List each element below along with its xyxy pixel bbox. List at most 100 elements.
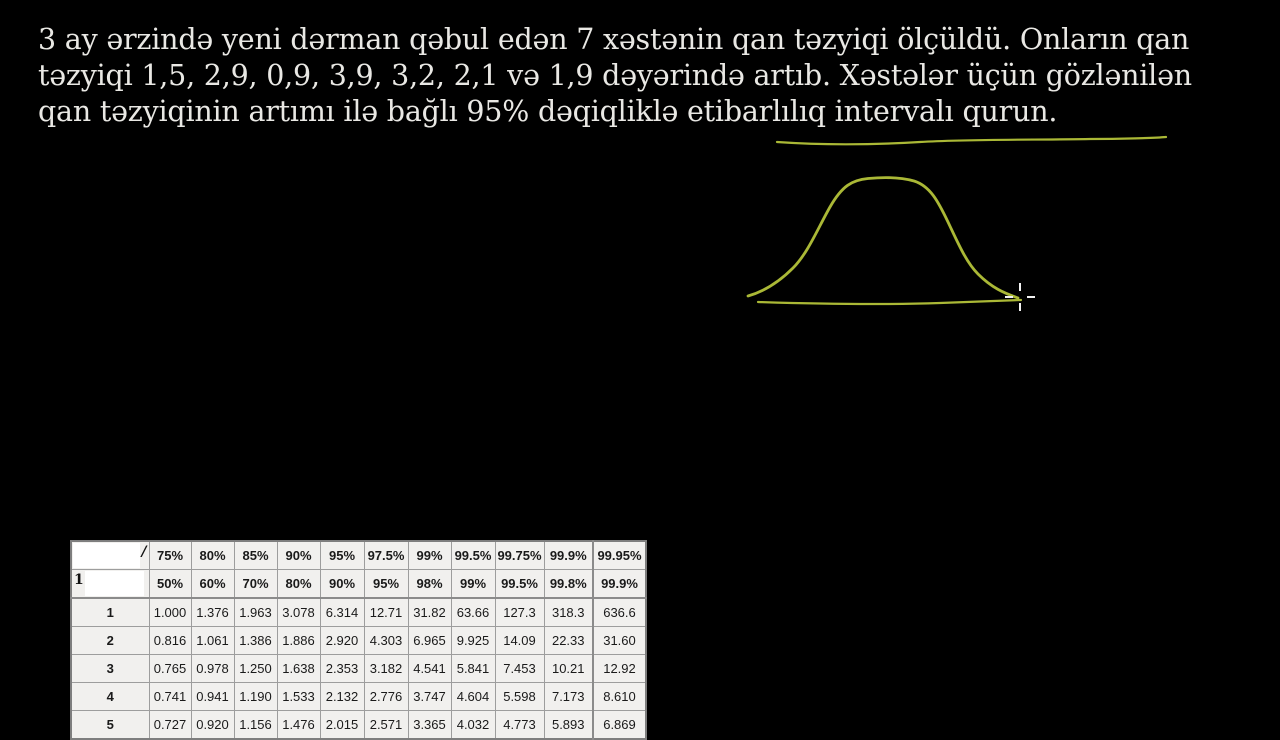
one-sided-header-row: / 75% 80% 85% 90% 95% 97.5% 99% 99.5% 99.75% 99.9… bbox=[70, 540, 647, 570]
df-cell: 5 bbox=[70, 710, 150, 740]
t-value-cell: 0.727 bbox=[148, 710, 192, 740]
t-header-one-sided: 85% bbox=[233, 540, 278, 570]
t-header-one-sided: 75% bbox=[148, 540, 192, 570]
t-value-cell: 4.541 bbox=[407, 654, 452, 683]
df-cell: 1 bbox=[70, 597, 150, 627]
df-cell: 2 bbox=[70, 626, 150, 655]
t-value-cell: 2.015 bbox=[319, 710, 365, 740]
t-header-one-sided: 99.9% bbox=[543, 540, 594, 570]
t-header-two-sided: 95% bbox=[363, 569, 409, 599]
two-sided-label-fragment: 1 bbox=[74, 572, 84, 588]
problem-line-3: qan təzyiqinin artımı ilə bağlı 95% dəqi… bbox=[38, 95, 1058, 128]
t-value-cell: 6.869 bbox=[592, 710, 647, 740]
t-value-cell: 1.250 bbox=[233, 654, 278, 683]
one-sided-label-fragment: / bbox=[141, 544, 147, 560]
t-value-cell: 10.21 bbox=[543, 654, 594, 683]
bell-curve-stroke bbox=[746, 176, 1020, 300]
df-cell: 4 bbox=[70, 682, 150, 711]
t-value-cell: 1.000 bbox=[148, 597, 192, 627]
t-value-cell: 22.33 bbox=[543, 626, 594, 655]
t-header-one-sided: 99.5% bbox=[450, 540, 496, 570]
t-value-cell: 1.476 bbox=[276, 710, 321, 740]
t-value-cell: 1.061 bbox=[190, 626, 235, 655]
t-header-one-sided: 99.75% bbox=[494, 540, 545, 570]
t-value-cell: 6.314 bbox=[319, 597, 365, 627]
curve-baseline-stroke bbox=[756, 298, 1023, 306]
t-value-cell: 0.941 bbox=[190, 682, 235, 711]
t-value-cell: 5.598 bbox=[494, 682, 545, 711]
t-value-cell: 1.376 bbox=[190, 597, 235, 627]
t-value-cell: 636.6 bbox=[592, 597, 647, 627]
t-value-cell: 7.453 bbox=[494, 654, 545, 683]
t-header-two-sided: 99% bbox=[450, 569, 496, 599]
t-value-cell: 8.610 bbox=[592, 682, 647, 711]
t-value-cell: 318.3 bbox=[543, 597, 594, 627]
t-value-cell: 3.365 bbox=[407, 710, 452, 740]
t-value-cell: 5.893 bbox=[543, 710, 594, 740]
t-header-two-sided: 98% bbox=[407, 569, 452, 599]
t-value-cell: 5.841 bbox=[450, 654, 496, 683]
blank-overlay-box bbox=[85, 571, 144, 596]
t-value-cell: 4.303 bbox=[363, 626, 409, 655]
table-row-df-4: 4 0.741 0.941 1.190 1.533 2.132 2.776 3.747 4.60… bbox=[70, 682, 647, 711]
t-value-cell: 0.920 bbox=[190, 710, 235, 740]
t-value-cell: 0.978 bbox=[190, 654, 235, 683]
t-value-cell: 127.3 bbox=[494, 597, 545, 627]
t-header-two-sided: 99.5% bbox=[494, 569, 545, 599]
t-value-cell: 1.533 bbox=[276, 682, 321, 711]
t-value-cell: 0.741 bbox=[148, 682, 192, 711]
t-header-two-sided: 90% bbox=[319, 569, 365, 599]
table-row-df-1: 1 1.000 1.376 1.963 3.078 6.314 12.71 31.82 63.6… bbox=[70, 597, 647, 627]
drawing-canvas[interactable] bbox=[0, 0, 1280, 720]
t-value-cell: 1.963 bbox=[233, 597, 278, 627]
t-value-cell: 1.386 bbox=[233, 626, 278, 655]
t-value-cell: 14.09 bbox=[494, 626, 545, 655]
table-row-df-2: 2 0.816 1.061 1.386 1.886 2.920 4.303 6.965 9.92… bbox=[70, 626, 647, 655]
t-value-cell: 1.190 bbox=[233, 682, 278, 711]
t-header-two-sided: 99.8% bbox=[543, 569, 594, 599]
one-sided-corner-cell: / bbox=[70, 540, 150, 570]
crosshair-cursor bbox=[1005, 283, 1035, 311]
t-value-cell: 3.747 bbox=[407, 682, 452, 711]
underline-stroke bbox=[775, 135, 1168, 146]
t-value-cell: 31.82 bbox=[407, 597, 452, 627]
problem-statement: 3 ay ərzində yeni dərman qəbul edən 7 xə… bbox=[38, 22, 1276, 130]
t-value-cell: 63.66 bbox=[450, 597, 496, 627]
t-header-one-sided: 95% bbox=[319, 540, 365, 570]
t-header-one-sided: 99.95% bbox=[592, 540, 647, 570]
t-value-cell: 0.765 bbox=[148, 654, 192, 683]
t-value-cell: 4.773 bbox=[494, 710, 545, 740]
t-value-cell: 4.604 bbox=[450, 682, 496, 711]
t-value-cell: 9.925 bbox=[450, 626, 496, 655]
blank-overlay-box bbox=[73, 543, 140, 568]
t-value-cell: 2.353 bbox=[319, 654, 365, 683]
two-sided-header-row: 1 50% 60% 70% 80% 90% 95% 98% 99% 99.5% 99.8% 99.9… bbox=[70, 569, 647, 599]
t-header-two-sided: 60% bbox=[190, 569, 235, 599]
t-header-two-sided: 80% bbox=[276, 569, 321, 599]
t-value-cell: 3.078 bbox=[276, 597, 321, 627]
t-value-cell: 4.032 bbox=[450, 710, 496, 740]
t-value-cell: 12.71 bbox=[363, 597, 409, 627]
t-distribution-table: / 75% 80% 85% 90% 95% 97.5% 99% 99.5% 99.75% 99.9… bbox=[70, 540, 647, 740]
table-row-df-5: 5 0.727 0.920 1.156 1.476 2.015 2.571 3.365 4.03… bbox=[70, 710, 647, 740]
t-value-cell: 1.156 bbox=[233, 710, 278, 740]
df-cell: 3 bbox=[70, 654, 150, 683]
t-header-one-sided: 90% bbox=[276, 540, 321, 570]
table-row-df-3: 3 0.765 0.978 1.250 1.638 2.353 3.182 4.541 5.84… bbox=[70, 654, 647, 683]
t-value-cell: 6.965 bbox=[407, 626, 452, 655]
problem-line-2: təzyiqi 1,5, 2,9, 0,9, 3,9, 3,2, 2,1 və … bbox=[38, 59, 1192, 92]
t-value-cell: 31.60 bbox=[592, 626, 647, 655]
t-value-cell: 12.92 bbox=[592, 654, 647, 683]
two-sided-corner-cell: 1 bbox=[70, 569, 150, 599]
t-header-two-sided: 99.9% bbox=[592, 569, 647, 599]
t-value-cell: 1.886 bbox=[276, 626, 321, 655]
t-header-two-sided: 70% bbox=[233, 569, 278, 599]
t-value-cell: 2.776 bbox=[363, 682, 409, 711]
t-value-cell: 3.182 bbox=[363, 654, 409, 683]
t-value-cell: 0.816 bbox=[148, 626, 192, 655]
t-value-cell: 2.132 bbox=[319, 682, 365, 711]
t-header-one-sided: 99% bbox=[407, 540, 452, 570]
t-table: / 75% 80% 85% 90% 95% 97.5% 99% 99.5% 99.75% 99.9… bbox=[70, 540, 647, 740]
t-value-cell: 2.571 bbox=[363, 710, 409, 740]
